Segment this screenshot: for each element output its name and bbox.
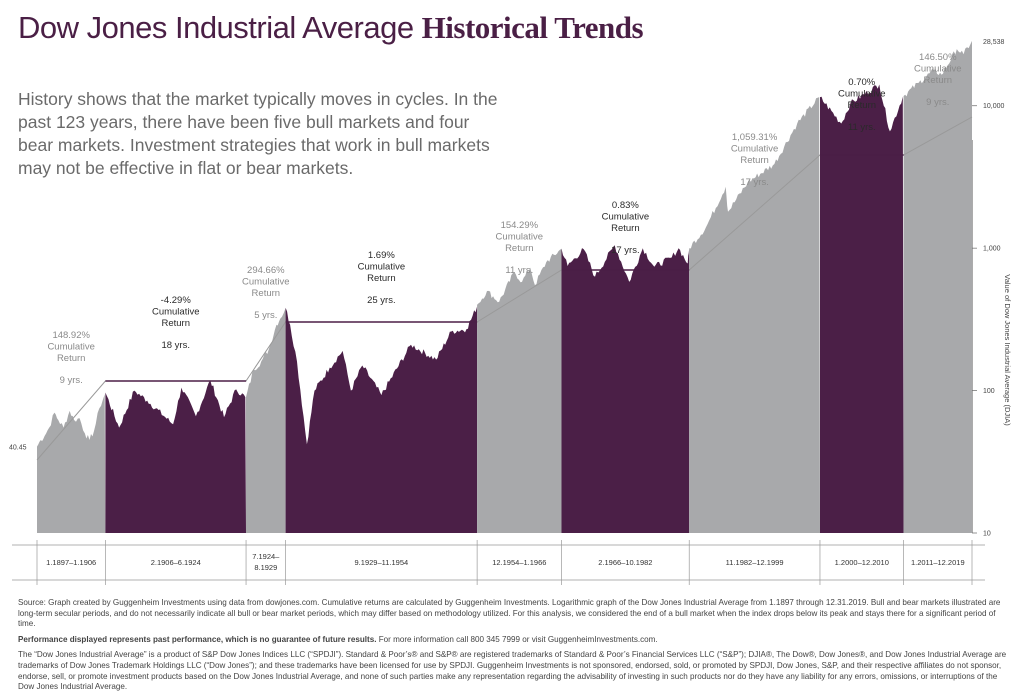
period-range-8: 1.2011–12.2019 [911,558,965,567]
axis-layer: 10 100 1,000 10,000 40.45 28,538 Value of Dow … [9,39,1012,538]
footer-performance: Performance displayed represents past pe… [18,635,1008,646]
period-return-8: 146.50% [919,52,957,63]
period-cum-2-3: Return [367,273,396,284]
period-area-4 [477,248,562,534]
period-years-3: 25 yrs. [367,295,396,306]
period-area-0 [37,394,106,533]
footer: Source: Graph created by Guggenheim Inve… [18,598,1008,698]
period-years-5: 17 yrs. [611,245,640,256]
period-cum-1-8: Cumulative [914,64,962,75]
period-cum-1-5: Cumulative [602,212,650,223]
period-range-6: 11.1982–12.1999 [726,558,784,567]
y-tick-label-0: 10 [983,531,991,538]
period-cum-2-1: Return [161,318,190,329]
period-years-0: 9 yrs. [60,375,83,386]
period-range-3: 9.1929–11.1954 [355,558,409,567]
period-range-a-2: 7.1924– [252,552,280,561]
period-cum-1-2: Cumulative [242,277,290,288]
period-range-1: 2.1906–6.1924 [151,558,201,567]
period-cum-2-2: Return [252,288,281,299]
page-title: Dow Jones Industrial Average Historical … [18,10,644,46]
period-range-5: 2.1966–10.1982 [598,558,652,567]
y-tick-label-3: 10,000 [983,103,1005,110]
period-range-0: 1.1897–1.1906 [46,558,96,567]
period-cum-1-3: Cumulative [358,262,406,273]
period-area-6 [689,97,820,533]
end-value-label: 28,538 [983,39,1005,46]
period-cum-2-8: Return [924,75,953,86]
period-area-8 [903,40,972,534]
period-years-7: 11 yrs. [848,122,876,133]
period-area-1 [105,380,247,533]
period-years-6: 17 yrs. [740,177,769,188]
period-cum-2-0: Return [57,353,86,364]
period-area-2 [246,308,286,533]
period-return-1: -4.29% [161,295,192,306]
period-return-3: 1.69% [368,250,395,261]
period-cum-1-1: Cumulative [152,307,200,318]
period-cum-1-4: Cumulative [496,232,544,243]
area-layer [37,40,972,534]
period-range-b-2: 8.1929 [254,563,277,572]
period-return-6: 1,059.31% [732,132,778,143]
period-area-3 [285,306,478,533]
period-return-5: 0.83% [612,200,639,211]
period-return-7: 0.70% [848,77,875,88]
period-years-1: 18 yrs. [161,340,190,351]
period-years-4: 11 yrs. [505,265,533,276]
footer-trademark: The “Dow Jones Industrial Average” is a … [18,650,1007,692]
y-axis-label: Value of Dow Jones Industrial Average (D… [1003,274,1012,426]
period-cum-1-6: Cumulative [731,144,779,155]
title-part-2: Historical Trends [421,10,644,45]
period-cum-2-5: Return [611,223,640,234]
period-cum-1-0: Cumulative [47,342,95,353]
period-range-4: 12.1954–1.1966 [492,558,546,567]
period-years-2: 5 yrs. [254,310,277,321]
period-range-7: 1.2000–12.2010 [835,558,889,567]
y-tick-label-2: 1,000 [983,246,1001,253]
period-return-0: 148.92% [52,330,90,341]
period-return-4: 154.29% [501,220,539,231]
title-part-1: Dow Jones Industrial Average [18,10,422,45]
period-cum-2-6: Return [740,155,769,166]
period-cum-1-7: Cumulative [838,89,886,100]
period-cum-2-7: Return [848,100,877,111]
start-value-label: 40.45 [9,445,27,452]
performance-rest: For more information call 800 345 7999 o… [376,634,658,644]
period-range-layer: 1.1897–1.1906 2.1906–6.1924 7.1924– 8.1929 9… [12,540,985,585]
period-return-2: 294.66% [247,265,285,276]
footer-source: Source: Graph created by Guggenheim Inve… [18,598,1001,629]
period-area-5 [561,245,690,533]
performance-bold: Performance displayed represents past pe… [18,634,377,644]
intro-text: History shows that the market typically … [18,89,498,178]
period-area-7 [820,84,904,533]
period-years-8: 9 yrs. [926,97,949,108]
y-tick-label-1: 100 [983,388,995,395]
period-cum-2-4: Return [505,243,534,254]
